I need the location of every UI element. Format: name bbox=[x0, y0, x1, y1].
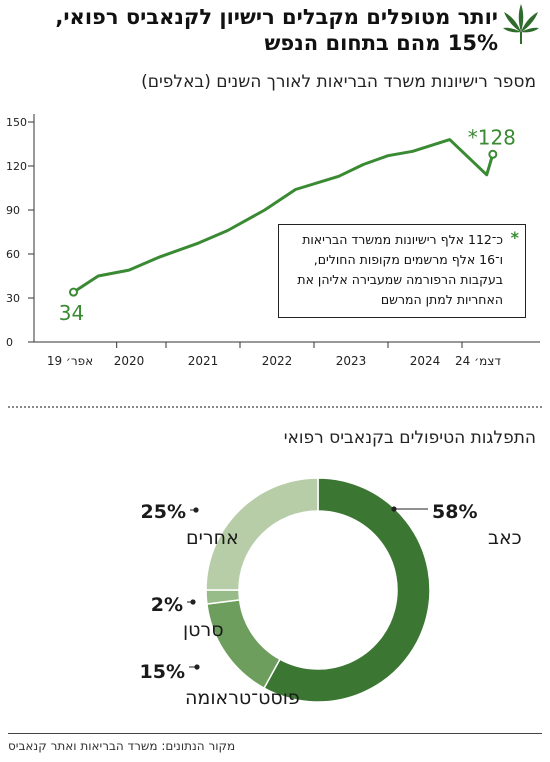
data-label: 34 bbox=[59, 301, 84, 325]
source-note: מקור הנתונים: משרד הבריאות ואתר קנאביס bbox=[8, 739, 236, 753]
y-tick-label: 60 bbox=[6, 248, 20, 261]
donut-chart: 58% כאב 15%פוסט־טראומה 2%סרטן 25%אחרים bbox=[140, 477, 522, 709]
line-chart-title: מספר רישיונות משרד הבריאות לאורך השנים (… bbox=[141, 72, 536, 92]
series-line bbox=[72, 138, 495, 294]
y-tick-label: 0 bbox=[6, 336, 13, 349]
footnote-text: כ־112 אלף רישיונות ממשרד הבריאות ו־16 אל… bbox=[297, 232, 503, 307]
donut-slice bbox=[205, 477, 319, 591]
footnote-star: * bbox=[510, 228, 519, 247]
y-tick-label: 90 bbox=[6, 204, 20, 217]
header: יותר מטופלים מקבלים רישיון לקנאביס רפואי… bbox=[10, 0, 540, 62]
cannabis-leaf-icon bbox=[503, 4, 539, 44]
slice-value-label: 2% bbox=[151, 594, 183, 616]
bottom-rule bbox=[8, 733, 542, 734]
x-tick-label: 2024 bbox=[410, 354, 441, 368]
data-label: *128 bbox=[468, 125, 516, 149]
line-chart: 0 30 60 90 120 150 אפר׳ 19 2020 2021 2022 2023 2024… bbox=[6, 114, 540, 368]
slice-name-label: פוסט־טראומה bbox=[185, 687, 300, 709]
y-tick-label: 150 bbox=[6, 116, 27, 129]
footnote-box: * כ־112 אלף רישיונות ממשרד הבריאות ו־16 … bbox=[278, 224, 526, 318]
slice-value-label: 58% bbox=[432, 501, 477, 523]
donut-chart-title: התפלגות הטיפולים בקנאביס רפואי bbox=[283, 428, 536, 448]
slice-value-label: 25% bbox=[141, 501, 186, 523]
y-tick-label: 30 bbox=[6, 292, 20, 305]
slice-name-label: אחרים bbox=[186, 527, 239, 549]
donut-slice bbox=[206, 599, 281, 690]
data-point-marker bbox=[69, 287, 78, 297]
section-divider bbox=[8, 406, 542, 408]
slice-name-label: סרטן bbox=[183, 619, 224, 641]
x-tick-label: אפר׳ 19 bbox=[47, 354, 93, 368]
x-tick-label: 2022 bbox=[262, 354, 293, 368]
data-point-marker bbox=[488, 149, 498, 159]
x-tick-label: דצמ׳ 24 bbox=[455, 354, 501, 368]
x-tick-label: 2023 bbox=[336, 354, 367, 368]
x-tick-label: 2021 bbox=[188, 354, 219, 368]
slice-value-label: 15% bbox=[140, 661, 185, 683]
slice-name-label: כאב bbox=[488, 527, 522, 549]
x-tick-label: 2020 bbox=[114, 354, 145, 368]
y-tick-label: 120 bbox=[6, 160, 27, 173]
donut-slice bbox=[263, 477, 431, 703]
headline: יותר מטופלים מקבלים רישיון לקנאביס רפואי… bbox=[55, 5, 498, 55]
